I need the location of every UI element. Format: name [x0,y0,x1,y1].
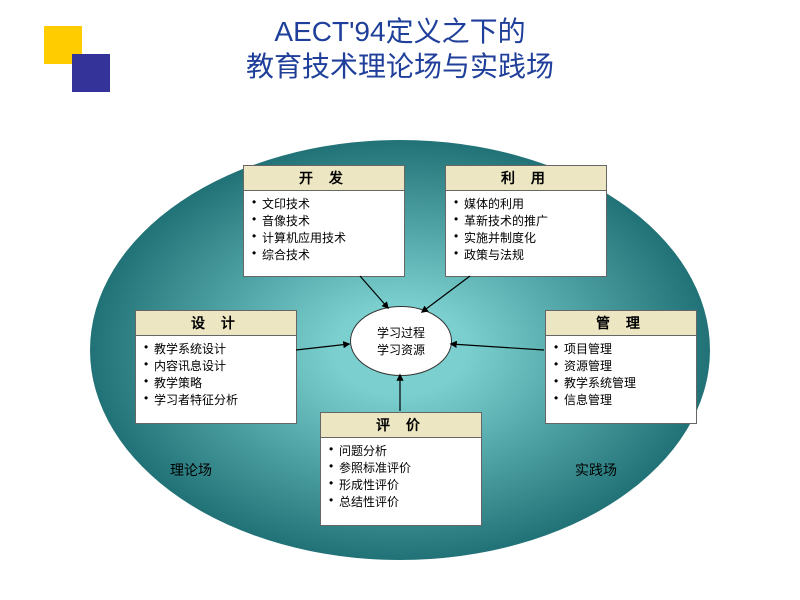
list-item: 形成性评价 [329,476,473,493]
label-theory-field: 理论场 [170,460,212,480]
box-manage: 管 理 项目管理 资源管理 教学系统管理 信息管理 [545,310,697,424]
list-item: 综合技术 [252,246,396,263]
box-develop-title: 开 发 [244,166,404,191]
box-use-list: 媒体的利用 革新技术的推广 实施并制度化 政策与法规 [446,195,606,263]
box-design-list: 教学系统设计 内容讯息设计 教学策略 学习者特征分析 [136,340,296,408]
label-practice-field: 实践场 [575,460,617,480]
list-item: 项目管理 [554,340,688,357]
list-item: 实施并制度化 [454,229,598,246]
diagram-stage: AECT'94定义之下的 教育技术理论场与实践场 学习过程 学习资源 开 发 文… [0,0,800,600]
center-oval: 学习过程 学习资源 [350,306,452,376]
list-item: 参照标准评价 [329,459,473,476]
list-item: 计算机应用技术 [252,229,396,246]
box-evaluate-title: 评 价 [321,413,481,438]
title-line-1: AECT'94定义之下的 [0,14,800,49]
box-develop-list: 文印技术 音像技术 计算机应用技术 综合技术 [244,195,404,263]
box-manage-list: 项目管理 资源管理 教学系统管理 信息管理 [546,340,696,408]
list-item: 文印技术 [252,195,396,212]
list-item: 教学系统管理 [554,374,688,391]
list-item: 问题分析 [329,442,473,459]
list-item: 学习者特征分析 [144,391,288,408]
list-item: 媒体的利用 [454,195,598,212]
box-design-title: 设 计 [136,311,296,336]
list-item: 总结性评价 [329,493,473,510]
list-item: 革新技术的推广 [454,212,598,229]
list-item: 政策与法规 [454,246,598,263]
list-item: 音像技术 [252,212,396,229]
box-develop: 开 发 文印技术 音像技术 计算机应用技术 综合技术 [243,165,405,277]
box-use: 利 用 媒体的利用 革新技术的推广 实施并制度化 政策与法规 [445,165,607,277]
list-item: 信息管理 [554,391,688,408]
page-title: AECT'94定义之下的 教育技术理论场与实践场 [0,14,800,84]
box-design: 设 计 教学系统设计 内容讯息设计 教学策略 学习者特征分析 [135,310,297,424]
title-line-2: 教育技术理论场与实践场 [0,49,800,84]
list-item: 内容讯息设计 [144,357,288,374]
box-evaluate-list: 问题分析 参照标准评价 形成性评价 总结性评价 [321,442,481,510]
box-use-title: 利 用 [446,166,606,191]
list-item: 资源管理 [554,357,688,374]
center-line-1: 学习过程 [377,324,425,341]
box-manage-title: 管 理 [546,311,696,336]
center-line-2: 学习资源 [377,341,425,358]
list-item: 教学策略 [144,374,288,391]
list-item: 教学系统设计 [144,340,288,357]
box-evaluate: 评 价 问题分析 参照标准评价 形成性评价 总结性评价 [320,412,482,526]
